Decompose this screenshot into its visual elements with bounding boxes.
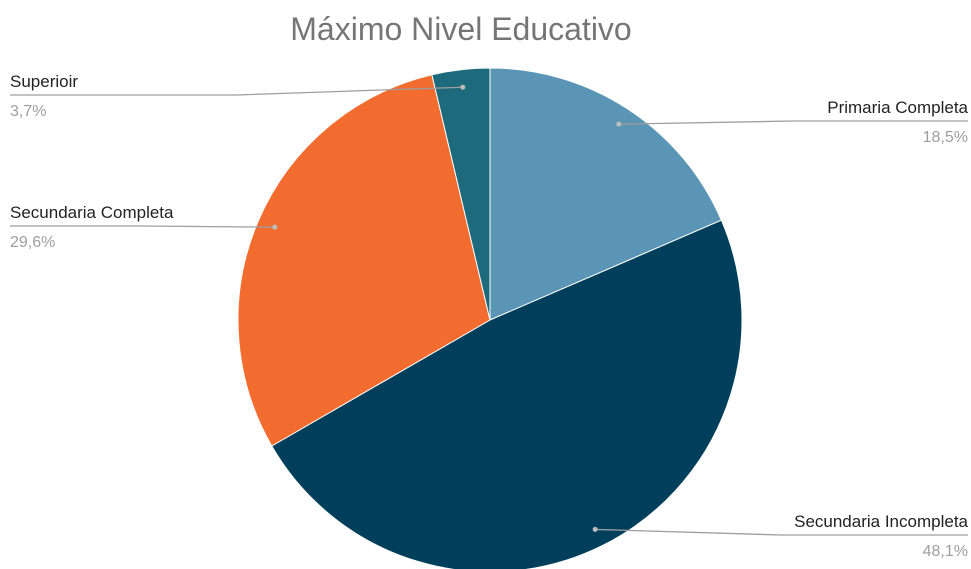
slice-label-secundaria-incompleta: Secundaria Incompleta (794, 512, 968, 531)
slice-superioir (431, 67, 491, 321)
leader-line-primaria-completa (618, 120, 968, 125)
slice-label-superioir: Superioir (10, 72, 78, 91)
leader-line-superioir (10, 86, 463, 96)
slice-label-primaria-completa: Primaria Completa (827, 98, 968, 117)
leader-dot-secundaria-completa (272, 224, 278, 230)
chart-title: Máximo Nivel Educativo (290, 11, 631, 47)
slice-value-secundaria-incompleta: 48,1% (923, 543, 968, 560)
slice-label-secundaria-completa: Secundaria Completa (10, 203, 174, 222)
leader-line-secundaria-completa (10, 225, 275, 228)
slice-value-primaria-completa: 18,5% (923, 129, 968, 146)
leader-dot-primaria-completa (616, 121, 622, 127)
leader-line-secundaria-incompleta (595, 528, 968, 536)
slice-value-secundaria-completa: 29,6% (10, 234, 55, 251)
leader-dot-superioir (460, 84, 466, 90)
slice-secundaria-completa (237, 74, 491, 447)
slice-value-superioir: 3,7% (10, 103, 46, 120)
leader-dot-secundaria-incompleta (592, 526, 598, 532)
slice-secundaria-incompleta (271, 219, 743, 569)
slice-primaria-completa (489, 67, 723, 321)
